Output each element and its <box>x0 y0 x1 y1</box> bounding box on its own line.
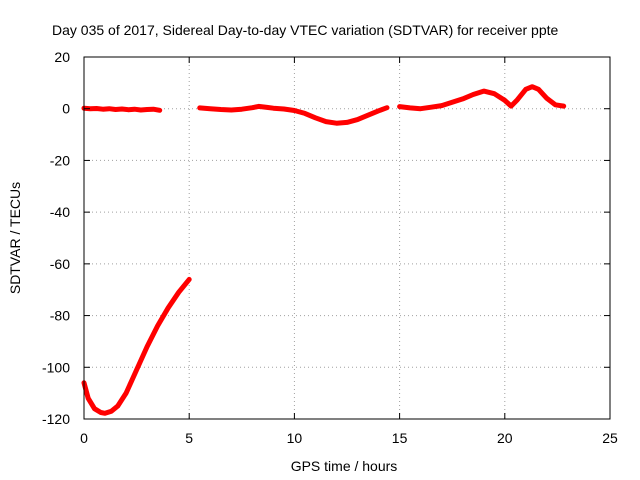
grid <box>84 57 610 419</box>
y-tick-label: -60 <box>50 256 70 272</box>
x-tick-label: 25 <box>602 430 618 446</box>
y-tick-label: -100 <box>42 359 70 375</box>
plot-background <box>84 57 610 419</box>
x-axis-label: GPS time / hours <box>291 458 398 474</box>
series-segment-4 <box>397 84 567 112</box>
y-tick-label: 20 <box>54 49 70 65</box>
x-tick-label: 15 <box>392 430 408 446</box>
plot-frame <box>83 56 611 420</box>
y-tick-label: -120 <box>42 411 70 427</box>
x-tick-label: 20 <box>497 430 513 446</box>
chart-title: Day 035 of 2017, Sidereal Day-to-day VTE… <box>52 22 559 38</box>
x-tick-label: 5 <box>185 430 193 446</box>
y-tick-label: -20 <box>50 152 70 168</box>
series-layer <box>81 84 567 416</box>
x-tick-label: 10 <box>287 430 303 446</box>
y-tick-label: -40 <box>50 204 70 220</box>
series-segment-1 <box>81 105 163 113</box>
y-tick-label: 0 <box>62 101 70 117</box>
series-segment-3 <box>197 103 390 126</box>
ticks: 0 5 10 15 20 25 20 0 -20 -40 -60 -80 -100 -120 <box>42 49 618 446</box>
series-segment-2 <box>81 276 192 416</box>
y-axis-label: SDTVAR / TECUs <box>7 182 23 294</box>
y-tick-label: -80 <box>50 308 70 324</box>
x-tick-label: 0 <box>80 430 88 446</box>
